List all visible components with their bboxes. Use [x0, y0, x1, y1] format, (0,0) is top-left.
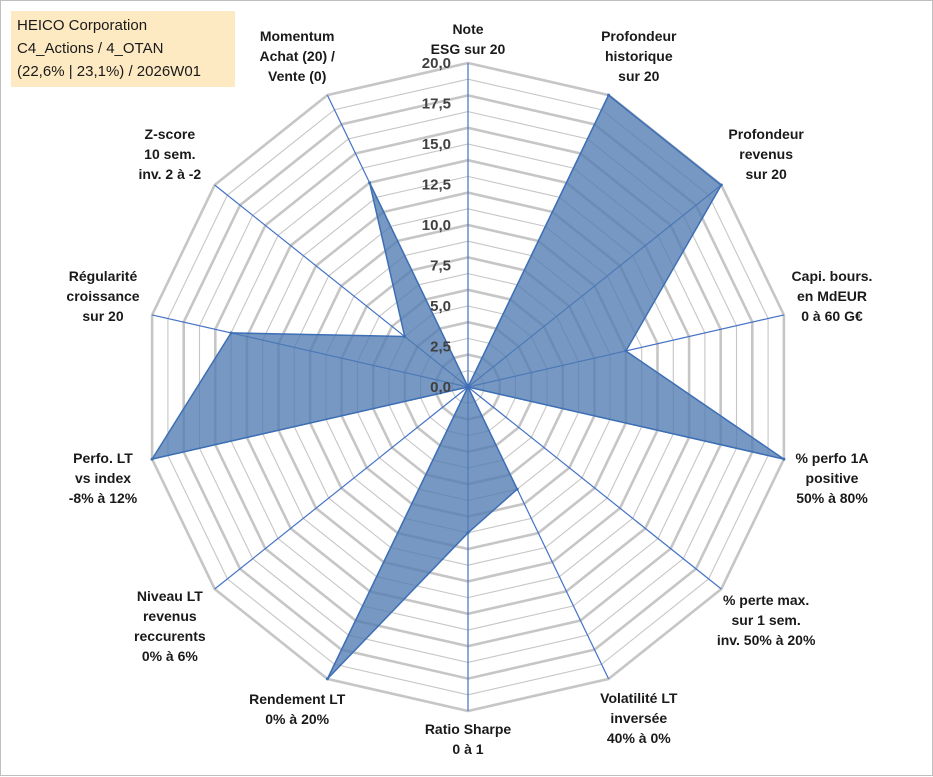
axis-label-line: Rendement LT	[249, 690, 346, 707]
data-point	[466, 385, 470, 389]
axis-label: Profondeur historique sur 20	[539, 26, 739, 86]
data-point	[368, 181, 372, 185]
axis-label-line: sur 20	[745, 166, 787, 183]
tick-label: 5,0	[430, 298, 451, 315]
tick-label: 15,0	[422, 136, 451, 153]
axis-label: Capi. bours. en MdEUR 0 à 60 G€	[732, 266, 932, 326]
axis-label-line: en MdEUR	[797, 288, 867, 305]
tick-label: 7,5	[430, 258, 451, 275]
axis-label-line: 0 à 60 G€	[801, 308, 863, 325]
axis-label: Z-score 10 sem. inv. 2 à -2	[70, 124, 270, 184]
axis-label-line: sur 1 sem.	[731, 611, 801, 628]
axis-label-line: inversée	[610, 709, 668, 726]
data-point	[782, 457, 786, 461]
axis-label: % perfo 1A positive 50% à 80%	[732, 448, 932, 508]
axis-label-line: Note	[452, 21, 484, 37]
data-point	[466, 531, 470, 535]
axis-label: Volatilité LT inversée 40% à 0%	[539, 688, 739, 748]
title-line-company: HEICO Corporation	[17, 17, 148, 34]
axis-label-line: croissance	[66, 288, 140, 305]
axis-label-line: Achat (20) /	[259, 48, 335, 65]
axis-label-line: 0% à 6%	[141, 647, 198, 664]
data-point	[150, 457, 154, 461]
axis-label-line: Capi. bours.	[791, 268, 873, 285]
data-point	[515, 487, 519, 491]
axis-label-line: historique	[604, 48, 673, 65]
series-layer	[150, 93, 786, 681]
axis-label-line: revenus	[142, 607, 197, 624]
data-point	[325, 677, 329, 681]
axis-spoke	[214, 386, 469, 590]
title-line-stats: (22,6% | 23,1%) / 2026W01	[17, 63, 201, 80]
tick-label: 10,0	[422, 217, 451, 234]
axis-label-line: Z-score	[144, 126, 196, 143]
axis-label-line: -8% à 12%	[68, 489, 138, 506]
axis-label: Rendement LT 0% à 20%	[197, 689, 397, 729]
tick-label: 2,5	[430, 339, 451, 356]
title-line-category: C4_Actions / 4_OTAN	[17, 40, 164, 57]
data-point	[607, 93, 611, 97]
axis-label-line: reccurents	[134, 627, 206, 644]
axis-label: Note ESG sur 20	[368, 19, 568, 59]
axis-label-line: Profondeur	[728, 126, 804, 143]
axis-label-line: 40% à 0%	[606, 729, 671, 746]
axis-label-line: % perfo 1A	[795, 449, 869, 466]
axis-label-line: inv. 50% à 20%	[716, 631, 816, 648]
axis-spoke	[467, 386, 722, 590]
data-point	[624, 349, 628, 353]
axis-label-line: inv. 2 à -2	[138, 166, 202, 183]
axis-label-line: 10 sem.	[144, 146, 196, 163]
axis-label-line: sur 20	[618, 68, 660, 85]
axis-label-line: ESG sur 20	[430, 41, 506, 57]
axis-label-line: positive	[805, 469, 859, 486]
axis-label: Régularité croissance sur 20	[3, 266, 203, 326]
axis-label-line: 50% à 80%	[796, 489, 868, 506]
title-box: HEICO Corporation C4_Actions / 4_OTAN (2…	[11, 11, 235, 87]
axis-label-line: Vente (0)	[268, 68, 327, 85]
tick-layer: 0,0 2,5 5,0 7,5 10,0 12,5 15,0 17,5 20,0	[422, 55, 451, 396]
axis-label-line: Momentum	[259, 28, 335, 45]
data-point	[229, 331, 233, 335]
axis-label-line: sur 20	[82, 308, 124, 325]
axis-label-line: Profondeur	[601, 28, 677, 45]
tick-label: 20,0	[422, 55, 451, 72]
axis-label: % perte max. sur 1 sem. inv. 50% à 20%	[666, 590, 866, 650]
axis-label-line: Niveau LT	[136, 587, 203, 604]
data-point	[719, 183, 723, 187]
axis-label-line: 0 à 1	[452, 741, 484, 757]
axis-label: Niveau LT revenus reccurents 0% à 6%	[70, 586, 270, 666]
axis-label-line: Régularité	[68, 268, 138, 285]
axis-label-line: % perte max.	[722, 591, 810, 608]
axis-label: Ratio Sharpe 0 à 1	[368, 719, 568, 759]
axis-label-line: Perfo. LT	[73, 449, 133, 466]
axis-label-line: revenus	[739, 146, 793, 163]
axis-label: Profondeur revenus sur 20	[666, 124, 866, 184]
axis-label: Momentum Achat (20) / Vente (0)	[197, 26, 397, 86]
tick-label: 0,0	[430, 379, 451, 396]
axis-label: Perfo. LT vs index -8% à 12%	[3, 448, 203, 508]
axis-label-line: 0% à 20%	[265, 710, 330, 727]
tick-label: 12,5	[422, 177, 451, 194]
axis-label-line: Ratio Sharpe	[424, 721, 512, 737]
data-point	[403, 335, 407, 338]
tick-label: 17,5	[422, 96, 451, 113]
axis-label-line: vs index	[74, 469, 132, 486]
axis-label-line: Volatilité LT	[600, 689, 678, 706]
